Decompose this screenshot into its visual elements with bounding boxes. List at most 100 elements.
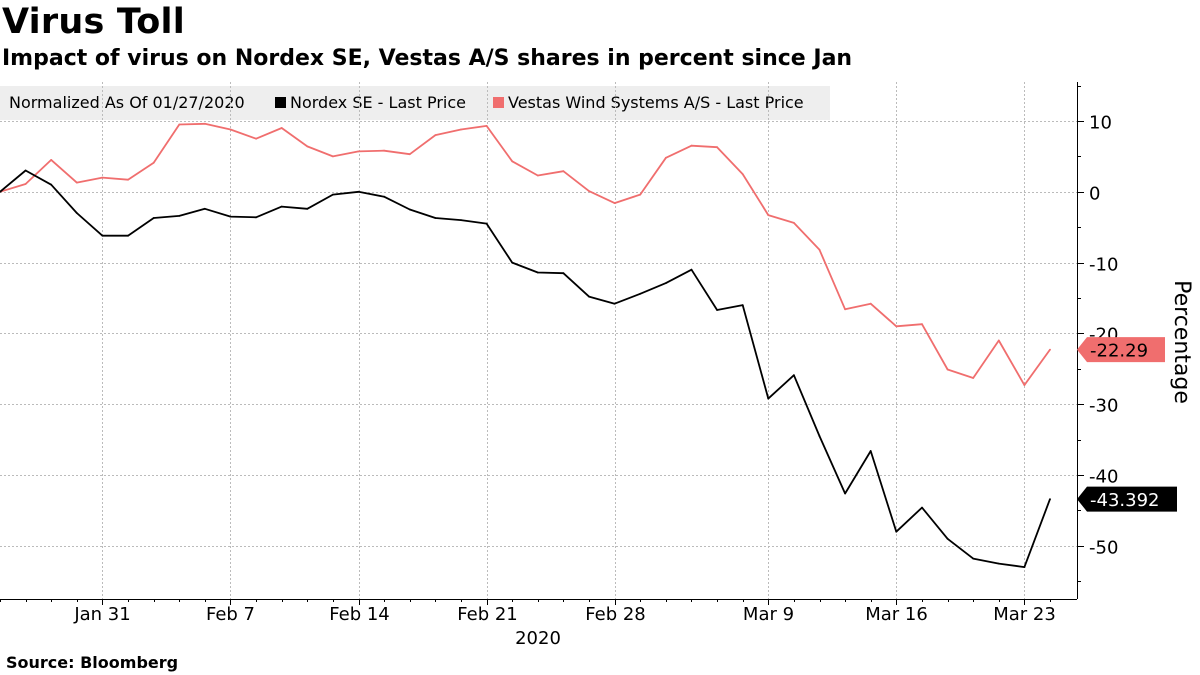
series-line-vestas: [0, 122, 1051, 387]
data-point: [588, 190, 590, 193]
data-point: [101, 234, 104, 237]
data-point: [460, 128, 462, 131]
legend-label-vestas: Vestas Wind Systems A/S - Last Price: [508, 93, 804, 112]
last-value-label-nordex: -43.392: [1090, 490, 1159, 511]
data-point: [0, 190, 1, 193]
data-point: [793, 374, 795, 377]
data-point: [639, 292, 642, 295]
data-point: [895, 325, 898, 328]
data-point: [408, 208, 411, 211]
data-point: [332, 155, 334, 158]
data-point: [101, 176, 104, 179]
data-point: [869, 302, 872, 305]
data-point: [1049, 498, 1051, 500]
data-point: [844, 492, 846, 495]
last-value-label-vestas: -22.29: [1090, 341, 1148, 362]
data-point: [24, 183, 27, 185]
data-point: [767, 397, 770, 400]
data-point: [178, 215, 181, 217]
legend-item-nordex: Nordex SE - Last Price: [275, 93, 466, 112]
x-axis-year-label: 2020: [515, 628, 561, 649]
data-point: [332, 193, 334, 196]
data-point: [1049, 348, 1051, 351]
legend-label-nordex: Nordex SE - Last Price: [290, 93, 466, 112]
data-point: [972, 557, 975, 560]
data-point: [357, 150, 360, 153]
data-point: [434, 217, 437, 219]
data-point: [127, 234, 129, 237]
data-point: [229, 215, 232, 218]
x-tick-label: Mar 9: [743, 604, 794, 625]
data-point: [24, 169, 27, 172]
y-tick-label: 0: [1089, 184, 1100, 205]
data-point: [741, 304, 744, 306]
data-point: [921, 323, 923, 326]
data-point: [562, 170, 565, 173]
data-point: [741, 173, 744, 176]
data-point: [383, 195, 385, 198]
x-tick-label: Feb 7: [206, 604, 255, 625]
data-point: [306, 145, 309, 148]
chart-subtitle: Impact of virus on Nordex SE, Vestas A/S…: [2, 46, 853, 71]
data-point: [127, 178, 129, 181]
data-point: [895, 530, 898, 533]
data-point: [255, 216, 257, 219]
data-point: [690, 144, 693, 147]
legend: Normalized As Of 01/27/2020 Nordex SE - …: [0, 86, 830, 120]
data-point: [204, 207, 206, 210]
data-point: [946, 368, 949, 371]
data-point: [946, 537, 949, 540]
data-point: [383, 149, 385, 152]
data-point: [152, 161, 155, 164]
y-tick-label: -30: [1089, 396, 1118, 417]
data-point: [613, 302, 616, 305]
data-point: [793, 222, 795, 224]
series-lines: [0, 122, 1051, 568]
data-point: [844, 308, 846, 311]
y-tick-label: -40: [1089, 467, 1118, 488]
data-point: [434, 134, 437, 137]
source-note: Source: Bloomberg: [6, 653, 179, 672]
data-point: [665, 156, 667, 159]
data-point: [485, 222, 488, 225]
data-point: [408, 153, 411, 156]
data-point: [613, 202, 616, 205]
data-point: [716, 309, 718, 311]
data-point: [178, 123, 181, 126]
x-tick-label: Mar 23: [993, 604, 1056, 625]
data-point: [1023, 384, 1026, 386]
last-value-tag-nordex: [1077, 486, 1177, 512]
gridlines: [0, 82, 1077, 599]
data-point: [767, 214, 770, 217]
x-tick-label: Jan 31: [73, 604, 130, 625]
data-point: [869, 450, 872, 452]
data-point: [357, 190, 360, 193]
data-point: [972, 377, 975, 379]
chart-title: Virus Toll: [2, 2, 185, 42]
legend-normalized-label: Normalized As Of 01/27/2020: [9, 93, 245, 112]
last-value-tags: -43.392 -22.29: [1077, 337, 1177, 512]
x-tick-label: Feb 14: [329, 604, 390, 625]
data-point: [511, 261, 514, 264]
data-point: [921, 506, 923, 509]
data-point: [716, 146, 718, 149]
x-tick-label: Feb 21: [457, 604, 518, 625]
legend-item-vestas: Vestas Wind Systems A/S - Last Price: [493, 93, 804, 112]
y-tick-label: -10: [1089, 255, 1118, 276]
data-point: [511, 160, 514, 163]
data-point: [485, 125, 488, 127]
data-point: [229, 128, 232, 131]
data-point: [536, 174, 539, 177]
x-tick-label: Feb 28: [585, 604, 646, 625]
data-point: [1023, 566, 1026, 568]
data-point: [204, 122, 206, 125]
data-point: [306, 207, 309, 210]
legend-swatch-vestas: [493, 97, 504, 108]
data-point: [997, 562, 1000, 565]
data-point: [818, 435, 821, 437]
last-value-tag-vestas: [1077, 337, 1165, 363]
data-point: [690, 268, 693, 271]
series-line-nordex: [0, 169, 1051, 568]
legend-swatch-nordex: [275, 97, 286, 108]
